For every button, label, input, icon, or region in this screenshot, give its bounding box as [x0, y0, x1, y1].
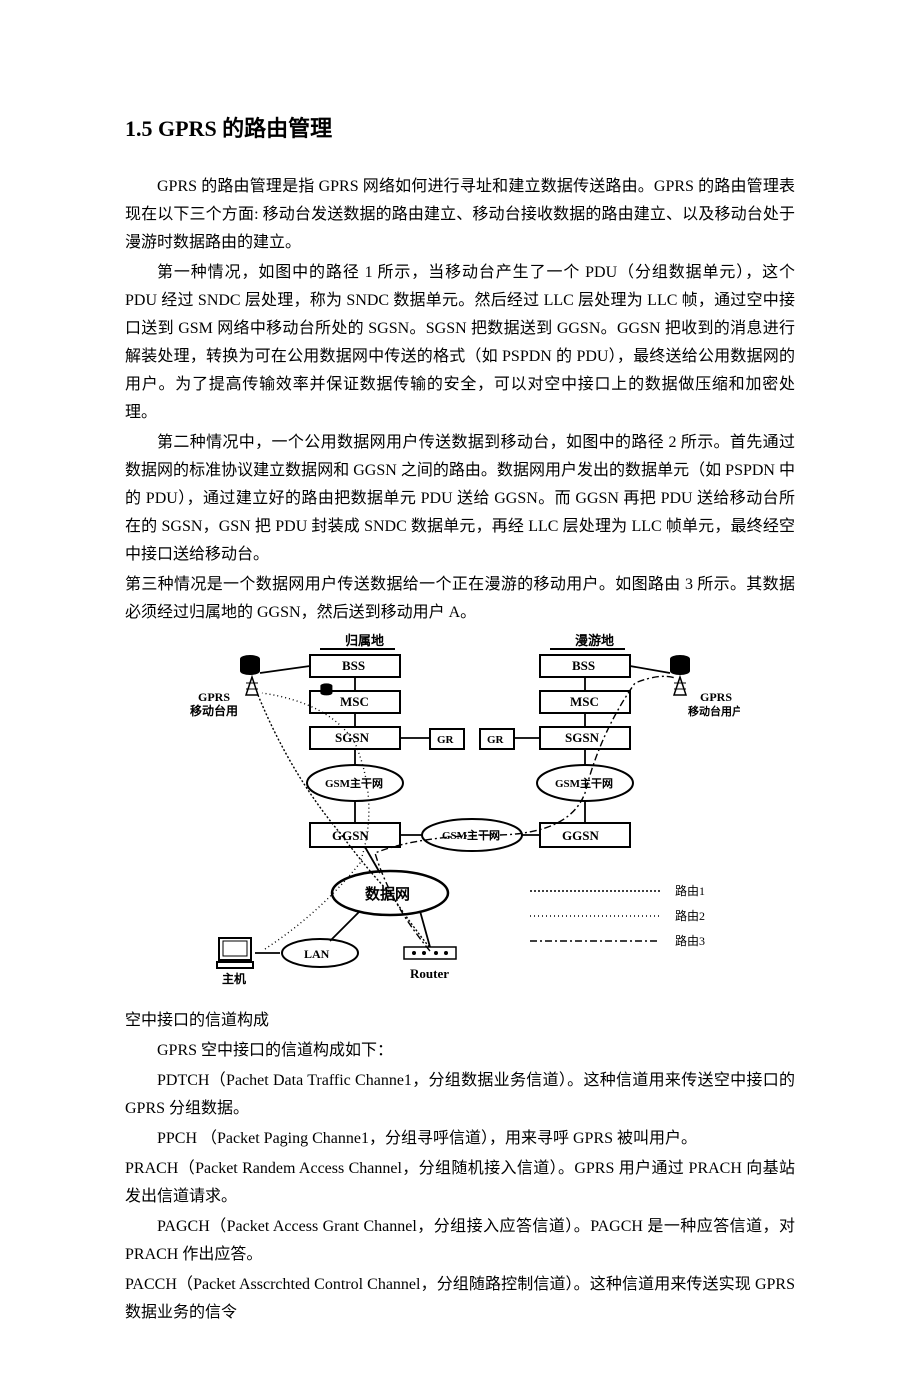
- node-gsm-l: GSM主干网: [325, 776, 383, 790]
- node-sgsn-l: SGSN: [335, 730, 370, 745]
- paragraph-channel-intro: GPRS 空中接口的信道构成如下：: [125, 1037, 795, 1065]
- diagram-title-left: 归属地: [345, 633, 384, 648]
- node-ggsn-r: GGSN: [562, 828, 599, 843]
- legend-r1: 路由1: [675, 883, 705, 898]
- left-user-label-1: GPRS: [198, 690, 230, 704]
- node-bss-r: BSS: [572, 658, 595, 673]
- section-heading: 1.5 GPRS 的路由管理: [125, 110, 795, 149]
- node-bss-l: BSS: [342, 658, 365, 673]
- diagram-title-right: 漫游地: [575, 633, 614, 648]
- paragraph-ppch: PPCH （Packet Paging Channe1，分组寻呼信道），用来寻呼…: [125, 1125, 795, 1153]
- paragraph-channel-heading: 空中接口的信道构成: [125, 1007, 795, 1035]
- paragraph-case3: 第三种情况是一个数据网用户传送数据给一个正在漫游的移动用户。如图路由 3 所示。…: [125, 571, 795, 627]
- paragraph-pdtch: PDTCH（Pachet Data Traffic Channe1，分组数据业务…: [125, 1067, 795, 1123]
- node-datanet: 数据网: [365, 885, 410, 903]
- paragraph-prach: PRACH（Packet Randem Access Channel，分组随机接…: [125, 1155, 795, 1211]
- legend-r2: 路由2: [675, 908, 705, 923]
- node-host: 主机: [222, 971, 246, 986]
- node-sgsn-r: SGSN: [565, 730, 600, 745]
- node-gr-l: GR: [437, 734, 455, 746]
- node-msc-l: MSC: [340, 694, 369, 709]
- node-gsm-r: GSM主干网: [555, 776, 613, 790]
- right-user-label-1: GPRS: [700, 690, 732, 704]
- paragraph-pagch: PAGCH（Packet Access Grant Channel，分组接入应答…: [125, 1213, 795, 1269]
- routing-diagram: 归属地 漫游地 GPRS 移动台用 GPRS 移动台用户 BSS BSS MSC…: [125, 633, 795, 1003]
- node-gr-r: GR: [487, 734, 505, 746]
- left-user-label-2: 移动台用: [190, 703, 238, 718]
- paragraph-case1: 第一种情况，如图中的路径 1 所示，当移动台产生了一个 PDU（分组数据单元），…: [125, 259, 795, 427]
- paragraph-intro: GPRS 的路由管理是指 GPRS 网络如何进行寻址和建立数据传送路由。GPRS…: [125, 173, 795, 257]
- right-user-label-2: 移动台用户: [688, 704, 740, 718]
- node-lan: LAN: [304, 947, 330, 961]
- paragraph-case2: 第二种情况中，一个公用数据网用户传送数据到移动台，如图中的路径 2 所示。首先通…: [125, 429, 795, 569]
- paragraph-pacch: PACCH（Packet Asscrchted Control Channel，…: [125, 1271, 795, 1327]
- node-msc-r: MSC: [570, 694, 599, 709]
- node-router: Router: [410, 966, 449, 981]
- legend-r3: 路由3: [675, 933, 705, 948]
- routing-diagram-svg: 归属地 漫游地 GPRS 移动台用 GPRS 移动台用户 BSS BSS MSC…: [180, 633, 740, 1003]
